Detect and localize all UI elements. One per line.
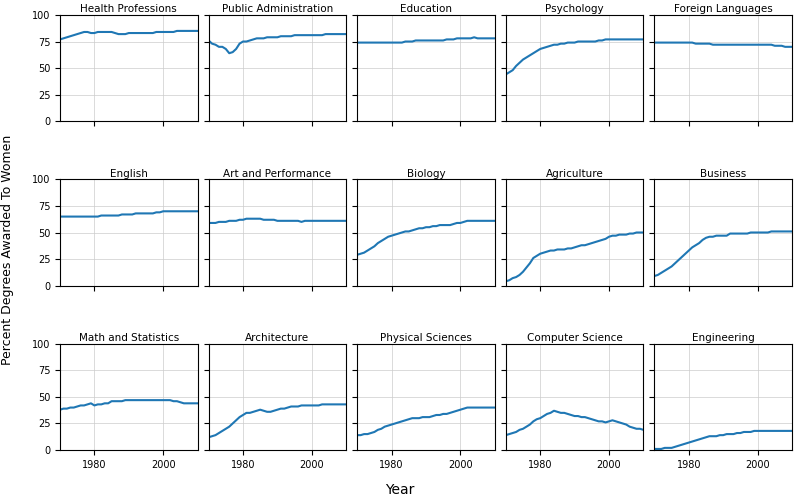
- Title: Education: Education: [400, 4, 452, 14]
- Title: Biology: Biology: [406, 168, 446, 178]
- Title: Business: Business: [700, 168, 746, 178]
- Title: Physical Sciences: Physical Sciences: [380, 333, 472, 343]
- Title: Foreign Languages: Foreign Languages: [674, 4, 773, 14]
- Title: Math and Statistics: Math and Statistics: [78, 333, 179, 343]
- Title: English: English: [110, 168, 148, 178]
- Text: Year: Year: [386, 483, 414, 497]
- Title: Health Professions: Health Professions: [81, 4, 177, 14]
- Title: Engineering: Engineering: [692, 333, 754, 343]
- Title: Psychology: Psychology: [546, 4, 604, 14]
- Text: Percent Degrees Awarded To Women: Percent Degrees Awarded To Women: [2, 135, 14, 365]
- Title: Computer Science: Computer Science: [526, 333, 622, 343]
- Title: Agriculture: Agriculture: [546, 168, 603, 178]
- Title: Public Administration: Public Administration: [222, 4, 333, 14]
- Title: Architecture: Architecture: [246, 333, 310, 343]
- Title: Art and Performance: Art and Performance: [223, 168, 331, 178]
